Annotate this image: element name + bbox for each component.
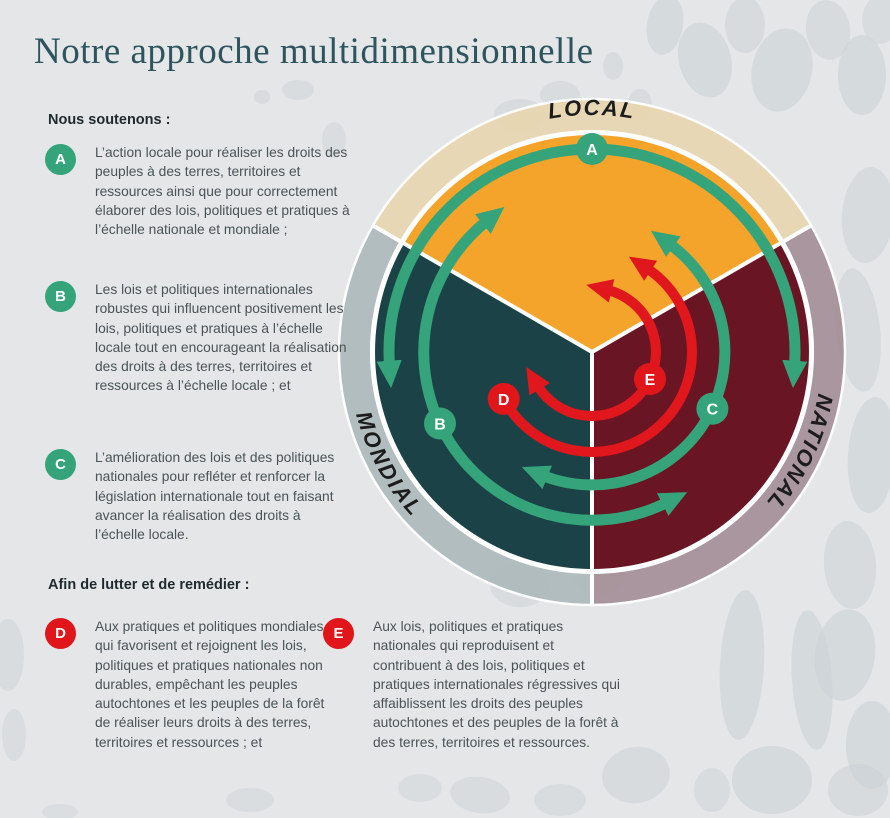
marker-a [576,133,608,165]
marker-e [634,363,666,395]
badge-b: B [45,281,76,312]
badge-c: C [45,449,76,480]
arc-markers: A B C D E [424,133,729,440]
marker-c-label: C [707,402,719,419]
marker-a-label: A [586,142,598,159]
marker-b [424,407,456,440]
marker-d [487,382,520,415]
badge-e: E [323,618,354,649]
support-item-a-text: L’action locale pour réaliser les droits… [95,145,350,238]
page-title: Notre approche multidimensionnelle [34,31,594,72]
support-item-c-text: L’amélioration des lois et des politique… [95,450,335,543]
support-item-b-text: Les lois et politiques internationales r… [95,282,347,394]
remedy-item-e-text: Aux lois, politiques et pratiques nation… [373,619,620,750]
green-arc-b [418,206,688,526]
support-heading: Nous soutenons : [48,112,171,128]
local-ring-label: LOCAL [546,97,637,124]
marker-d-label: D [498,392,510,409]
badge-d: D [45,618,76,649]
remedy-item-d-text: Aux pratiques et politiques mondiales qu… [95,619,325,750]
local-ring-arc [373,100,811,242]
multidimensional-diagram: A B C D E LOCAL MONDIAL NATIONAL [337,97,847,607]
badge-a: A [45,144,76,175]
marker-e-label: E [645,372,656,389]
marker-c [696,392,729,425]
mondial-ring-arc [340,226,593,604]
national-ring-arc [591,226,844,604]
red-arc-d [499,256,697,457]
marker-b-label: B [434,417,446,434]
remedy-heading: Afin de lutter et de remédier : [48,577,250,593]
